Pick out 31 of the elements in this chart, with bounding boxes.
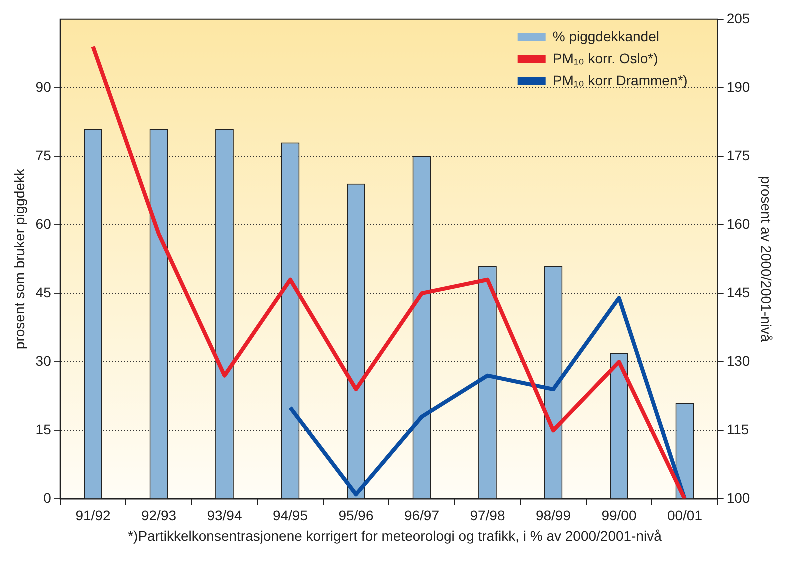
y-tick-label: 15 bbox=[36, 422, 52, 438]
text: *)Partikkelkonsentrasjonene korrigert for meteorologi og trafikk, i % av 2000/2001-nivå bbox=[127, 528, 663, 544]
y-tick-label: 30 bbox=[36, 352, 52, 369]
y2-tick-label: 100 bbox=[726, 490, 750, 506]
x-tick-label: 95/96 bbox=[338, 507, 374, 524]
y-axis-title: prosent som bruker piggdekk bbox=[11, 168, 28, 350]
x-tick-label: 92/93 bbox=[141, 507, 177, 524]
y2-axis-title: prosent av 2000/2001-nivå bbox=[758, 176, 775, 342]
y2-tick-label: 205 bbox=[726, 10, 750, 26]
x-tick-label: 91/92 bbox=[76, 507, 111, 524]
x-tick-label: 00/01 bbox=[667, 507, 703, 524]
y2-tick-label: 175 bbox=[726, 147, 750, 164]
y-tick-label: 45 bbox=[36, 284, 52, 300]
y2-tick-label: 130 bbox=[726, 352, 750, 369]
y2-tick-label: 145 bbox=[726, 284, 750, 300]
x-tick-label: 93/94 bbox=[207, 507, 242, 524]
x-tick-label: 96/97 bbox=[404, 507, 440, 524]
y2-tick-label: 115 bbox=[726, 422, 750, 438]
x-tick-label: 97/98 bbox=[470, 507, 506, 524]
x-tick-label: 98/99 bbox=[536, 507, 572, 524]
legend-label: % piggdekkandel bbox=[552, 28, 660, 44]
x-tick-label: 94/95 bbox=[272, 507, 308, 524]
y-tick-label: 60 bbox=[36, 216, 52, 232]
y-tick-label: 0 bbox=[44, 490, 52, 506]
y-tick-label: 90 bbox=[36, 78, 52, 95]
y2-tick-label: 190 bbox=[726, 78, 750, 95]
legend-label: PM₁₀ korr. Oslo*) bbox=[552, 50, 658, 66]
x-tick-label: 99/00 bbox=[602, 507, 637, 524]
legend-label: PM₁₀ korr Drammen*) bbox=[552, 72, 688, 88]
y-tick-label: 75 bbox=[36, 147, 52, 164]
y2-tick-label: 160 bbox=[726, 216, 750, 232]
